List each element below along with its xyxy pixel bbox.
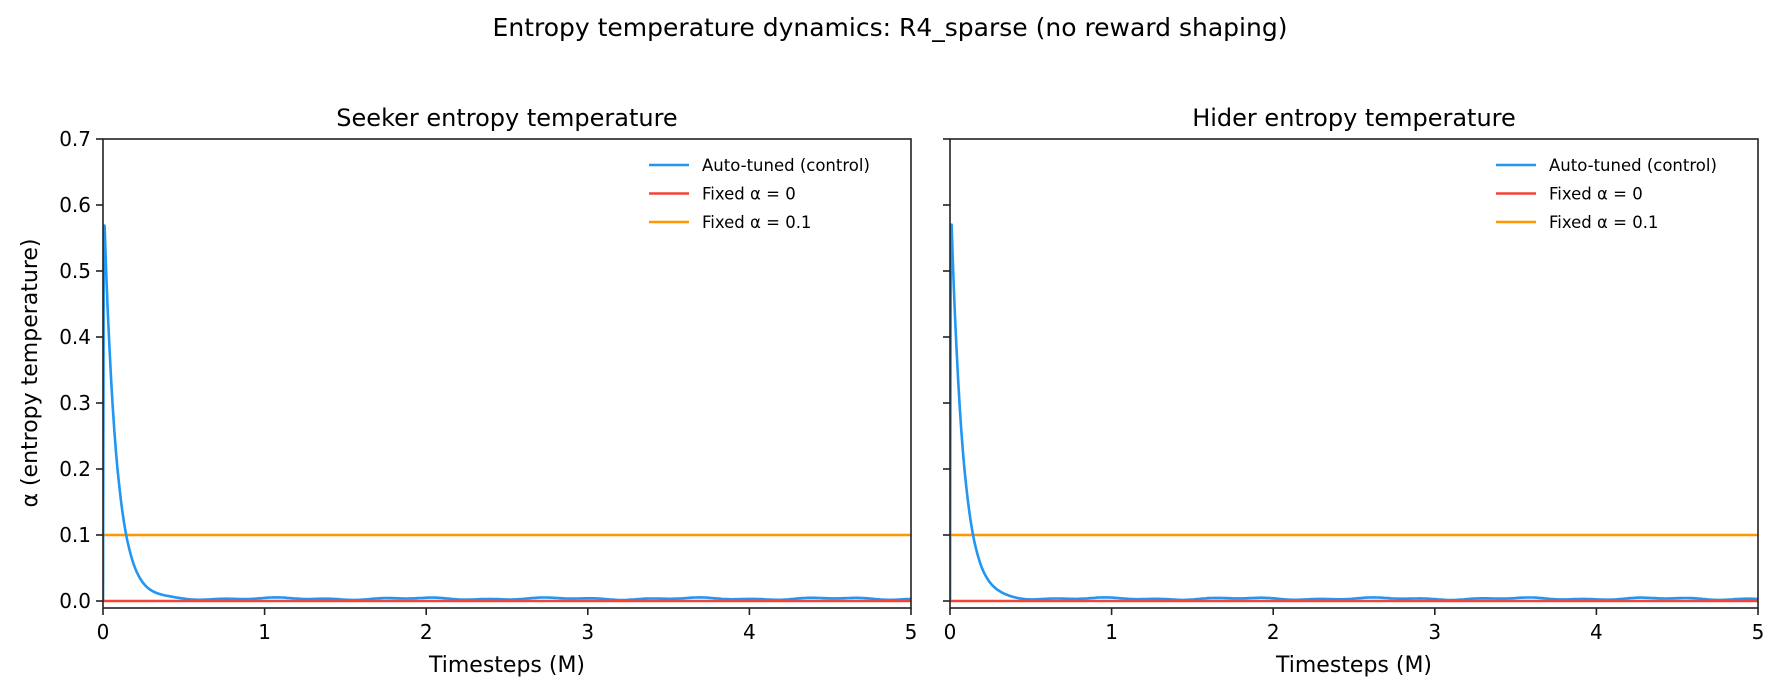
series-line-fixed-alpha-0-1 xyxy=(950,533,1758,601)
hider-panel-title: Hider entropy temperature xyxy=(1192,104,1516,132)
seeker-x-axis-label: Timesteps (M) xyxy=(428,653,585,678)
x-tick-label: 2 xyxy=(420,620,433,644)
x-tick-label: 5 xyxy=(905,620,918,644)
x-tick-label: 3 xyxy=(1428,620,1441,644)
y-tick-label: 0.1 xyxy=(59,523,91,547)
seeker-panel: Seeker entropy temperature 0.00.10.20.30… xyxy=(18,104,917,678)
y-tick-label: 0.0 xyxy=(59,589,91,613)
x-tick-label: 4 xyxy=(743,620,756,644)
legend-label: Auto-tuned (control) xyxy=(702,156,870,175)
series-line-fixed-alpha-0-1 xyxy=(103,533,911,601)
seeker-panel-title: Seeker entropy temperature xyxy=(336,104,677,132)
x-tick-label: 5 xyxy=(1752,620,1765,644)
legend-label: Fixed α = 0 xyxy=(1549,185,1643,204)
hider-axes-frame xyxy=(949,138,1759,609)
seeker-y-axis-label: α (entropy temperature) xyxy=(18,238,43,507)
x-tick-label: 0 xyxy=(97,620,110,644)
legend-label: Fixed α = 0.1 xyxy=(702,213,811,232)
hider-panel: Hider entropy temperature 0 1 2 3 4 5 Timeste… xyxy=(943,104,1764,678)
x-tick-label: 3 xyxy=(581,620,594,644)
x-tick-label: 4 xyxy=(1590,620,1603,644)
y-tick-label: 0.7 xyxy=(59,127,91,151)
x-tick-label: 0 xyxy=(944,620,957,644)
series-line-auto-tuned xyxy=(103,224,911,602)
seeker-plot-lines xyxy=(103,224,911,603)
seeker-legend: Auto-tuned (control) Fixed α = 0 Fixed α =… xyxy=(649,156,870,232)
y-tick-label: 0.2 xyxy=(59,457,91,481)
figure-title: Entropy temperature dynamics: R4_sparse … xyxy=(493,13,1288,42)
hider-x-ticks: 0 1 2 3 4 5 xyxy=(944,608,1765,644)
y-tick-label: 0.5 xyxy=(59,259,91,283)
hider-plot-lines xyxy=(950,223,1758,603)
hider-legend: Auto-tuned (control) Fixed α = 0 Fixed α =… xyxy=(1496,156,1717,232)
legend-label: Auto-tuned (control) xyxy=(1549,156,1717,175)
seeker-axes-frame xyxy=(102,138,912,609)
x-tick-label: 1 xyxy=(1105,620,1118,644)
y-tick-label: 0.4 xyxy=(59,325,91,349)
hider-x-axis-label: Timesteps (M) xyxy=(1275,653,1432,678)
y-tick-label: 0.6 xyxy=(59,193,91,217)
x-tick-label: 1 xyxy=(258,620,271,644)
y-tick-label: 0.3 xyxy=(59,391,91,415)
seeker-x-ticks: 0 1 2 3 4 5 xyxy=(97,608,918,644)
legend-label: Fixed α = 0.1 xyxy=(1549,213,1658,232)
legend-label: Fixed α = 0 xyxy=(702,185,796,204)
seeker-y-ticks: 0.0 0.1 0.2 0.3 0.4 0.5 0.6 0.7 xyxy=(59,127,103,613)
series-line-auto-tuned xyxy=(950,223,1758,602)
x-tick-label: 2 xyxy=(1267,620,1280,644)
hider-y-ticks xyxy=(943,138,950,602)
